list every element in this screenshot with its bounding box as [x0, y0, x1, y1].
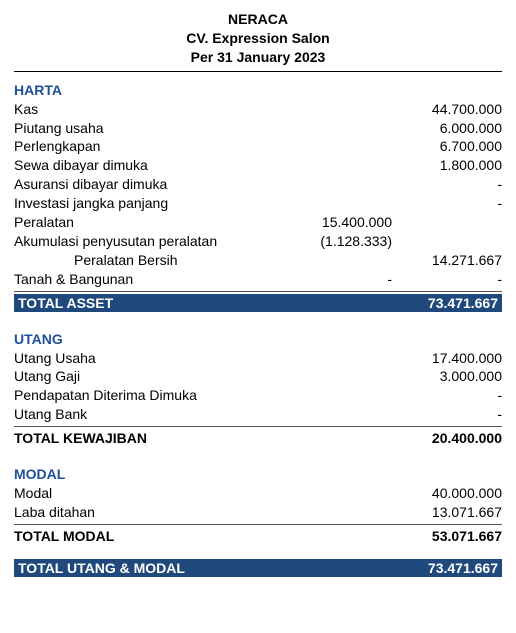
label: TOTAL MODAL	[14, 527, 282, 546]
value: 53.071.667	[392, 527, 502, 546]
rule	[14, 524, 502, 525]
label: Investasi jangka panjang	[14, 194, 282, 213]
label: Modal	[14, 484, 282, 503]
row-tanah: Tanah & Bangunan - -	[14, 270, 502, 289]
report-header: NERACA CV. Expression Salon Per 31 Janua…	[14, 10, 502, 67]
value: -	[392, 175, 502, 194]
label: TOTAL UTANG & MODAL	[18, 560, 388, 576]
row-perlengkapan: Perlengkapan 6.700.000	[14, 137, 502, 156]
value: 44.700.000	[392, 100, 502, 119]
value: 17.400.000	[392, 349, 502, 368]
value: -	[392, 386, 502, 405]
row-modal: Modal 40.000.000	[14, 484, 502, 503]
label: Peralatan Bersih	[14, 251, 282, 270]
total-kewajiban: TOTAL KEWAJIBAN 20.400.000	[14, 429, 502, 448]
label: Utang Gaji	[14, 367, 282, 386]
label: TOTAL KEWAJIBAN	[14, 429, 282, 448]
label: Peralatan	[14, 213, 282, 232]
row-utang-bank: Utang Bank -	[14, 405, 502, 424]
label: Asuransi dibayar dimuka	[14, 175, 282, 194]
row-utang-usaha: Utang Usaha 17.400.000	[14, 349, 502, 368]
total-utang-modal-bar: TOTAL UTANG & MODAL 73.471.667	[14, 559, 502, 577]
label: Utang Usaha	[14, 349, 282, 368]
label: Sewa dibayar dimuka	[14, 156, 282, 175]
value: -	[392, 194, 502, 213]
label: Piutang usaha	[14, 119, 282, 138]
section-title-utang: UTANG	[14, 331, 502, 347]
company-name: CV. Expression Salon	[14, 29, 502, 48]
row-peralatan-bersih: Peralatan Bersih 14.271.667	[14, 251, 502, 270]
label: Utang Bank	[14, 405, 282, 424]
label: Pendapatan Diterima Dimuka	[14, 386, 282, 405]
row-akumulasi: Akumulasi penyusutan peralatan (1.128.33…	[14, 232, 502, 251]
row-kas: Kas 44.700.000	[14, 100, 502, 119]
section-title-modal: MODAL	[14, 466, 502, 482]
mid-value: 15.400.000	[282, 213, 392, 232]
value: 6.700.000	[392, 137, 502, 156]
row-utang-gaji: Utang Gaji 3.000.000	[14, 367, 502, 386]
label: Perlengkapan	[14, 137, 282, 156]
label: Laba ditahan	[14, 503, 282, 522]
row-asuransi: Asuransi dibayar dimuka -	[14, 175, 502, 194]
report-period: Per 31 January 2023	[14, 48, 502, 67]
row-sewa: Sewa dibayar dimuka 1.800.000	[14, 156, 502, 175]
mid-value: -	[282, 270, 392, 289]
total-modal: TOTAL MODAL 53.071.667	[14, 527, 502, 546]
value: 40.000.000	[392, 484, 502, 503]
mid-value: (1.128.333)	[282, 232, 392, 251]
value: 13.071.667	[392, 503, 502, 522]
label: Akumulasi penyusutan peralatan	[14, 232, 282, 251]
value: -	[392, 405, 502, 424]
value: 73.471.667	[388, 295, 498, 311]
row-peralatan: Peralatan 15.400.000	[14, 213, 502, 232]
header-rule	[14, 71, 502, 72]
value: 6.000.000	[392, 119, 502, 138]
label: TOTAL ASSET	[18, 295, 388, 311]
section-title-harta: HARTA	[14, 82, 502, 98]
label: Kas	[14, 100, 282, 119]
row-pendapatan-dimuka: Pendapatan Diterima Dimuka -	[14, 386, 502, 405]
value: 20.400.000	[392, 429, 502, 448]
value: 14.271.667	[392, 251, 502, 270]
value: 1.800.000	[392, 156, 502, 175]
label: Tanah & Bangunan	[14, 270, 282, 289]
row-investasi: Investasi jangka panjang -	[14, 194, 502, 213]
value: 73.471.667	[388, 560, 498, 576]
report-title: NERACA	[14, 10, 502, 29]
value: -	[392, 270, 502, 289]
row-laba-ditahan: Laba ditahan 13.071.667	[14, 503, 502, 522]
total-asset-bar: TOTAL ASSET 73.471.667	[14, 294, 502, 312]
rule	[14, 291, 502, 292]
row-piutang: Piutang usaha 6.000.000	[14, 119, 502, 138]
rule	[14, 426, 502, 427]
value: 3.000.000	[392, 367, 502, 386]
